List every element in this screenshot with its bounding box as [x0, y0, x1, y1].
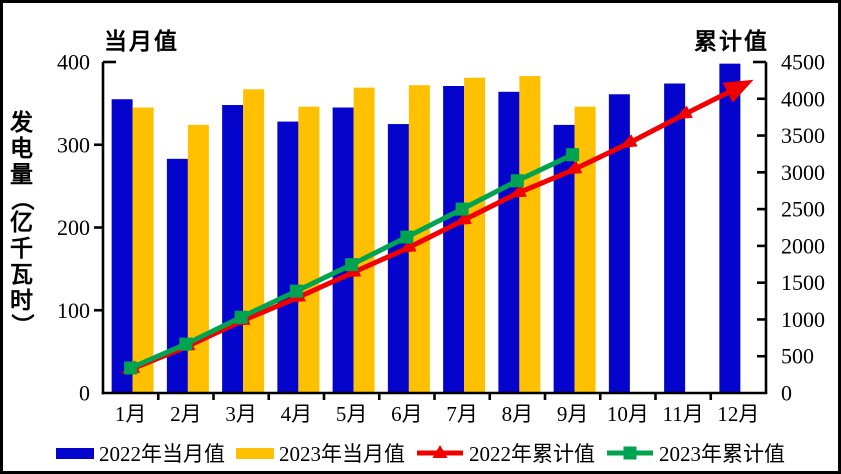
x-axis-month-label: 6月 [391, 402, 423, 426]
legend-item-2023-cumulative: 2023年累计值 [606, 438, 785, 468]
left-axis-title: 当月值 [104, 29, 179, 54]
chart-legend: 2022年当月值 2023年当月值 2022年累计值 2023年累计值 [0, 437, 841, 469]
bar-2022年当月值-6月 [387, 124, 409, 393]
right-axis-tick-label: 0 [781, 381, 792, 406]
square-marker [124, 361, 138, 375]
x-axis-month-label: 8月 [502, 402, 534, 426]
bar-2022年当月值-3月 [222, 105, 244, 393]
x-axis-month-label: 10月 [607, 402, 649, 426]
left-axis-tick-label: 400 [57, 50, 90, 75]
bar-2023年当月值-2月 [187, 124, 209, 393]
bar-2022年当月值-8月 [498, 91, 520, 393]
x-axis-month-label: 12月 [717, 402, 759, 426]
right-axis-tick-label: 3000 [781, 160, 825, 185]
legend-label: 2023年当月值 [279, 442, 405, 466]
left-axis-tick-label: 0 [79, 381, 90, 406]
bar-2022年当月值-2月 [166, 158, 188, 393]
right-axis-title: 累计值 [694, 29, 769, 54]
square-marker [345, 258, 359, 272]
bar-2022年当月值-10月 [608, 94, 630, 394]
bar-2022年当月值-1月 [111, 99, 133, 394]
right-axis-tick-label: 1500 [781, 270, 825, 295]
right-axis-tick-label: 3500 [781, 123, 825, 148]
bar-2023年当月值-7月 [464, 77, 486, 393]
bar-2022年当月值-9月 [553, 124, 575, 393]
right-axis-tick-label: 500 [781, 344, 814, 369]
x-axis-month-label: 5月 [336, 402, 368, 426]
square-marker [179, 337, 193, 351]
right-axis-tick-label: 4500 [781, 50, 825, 75]
left-axis-tick-label: 300 [57, 132, 90, 157]
legend-label: 2023年累计值 [659, 442, 785, 466]
bar-2022年当月值-4月 [277, 121, 299, 393]
legend-item-2022-cumulative: 2022年累计值 [416, 438, 595, 468]
y-axis-label-char: 亿 [10, 210, 33, 235]
y-axis-label-char: 发 [10, 110, 33, 135]
bar-2022年当月值-11月 [664, 83, 686, 393]
legend-item-2023-monthly: 2023年当月值 [236, 438, 405, 468]
triangle-arrow-marker [673, 105, 693, 120]
y-axis-label-char: 瓦 [10, 262, 33, 287]
x-axis-month-label: 3月 [225, 402, 257, 426]
legend-line-square-marker-icon [607, 446, 653, 460]
bar-2023年当月值-1月 [132, 107, 154, 393]
right-axis-tick-label: 4000 [781, 86, 825, 111]
y-axis-label-char: （ [9, 187, 35, 211]
bar-2022年当月值-7月 [443, 85, 465, 393]
triangle-arrow-marker [618, 134, 638, 149]
square-marker [400, 230, 414, 244]
y-axis-label-char: 量 [10, 162, 33, 187]
x-axis-month-label: 2月 [170, 402, 202, 426]
x-axis-month-label: 7月 [446, 402, 478, 426]
square-marker [234, 310, 248, 324]
x-axis-month-label: 9月 [557, 402, 589, 426]
legend-swatch-2022-monthly-bar [56, 447, 94, 459]
square-marker [455, 202, 469, 216]
y-axis-label-char: 电 [10, 136, 33, 161]
square-marker [289, 284, 303, 298]
bar-2023年当月值-9月 [574, 106, 596, 393]
bar-2023年当月值-6月 [408, 85, 430, 394]
legend-label: 2022年当月值 [99, 442, 225, 466]
y-axis-label-char: 千 [10, 236, 33, 261]
x-axis-month-label: 1月 [115, 402, 147, 426]
legend-item-2022-monthly: 2022年当月值 [56, 438, 225, 468]
left-axis-tick-label: 200 [57, 215, 90, 240]
legend-line-triangle-marker-icon [417, 445, 463, 458]
x-axis-month-label: 11月 [663, 402, 704, 426]
square-marker [566, 148, 580, 162]
right-axis-tick-label: 2500 [781, 197, 825, 222]
square-marker [510, 174, 524, 188]
triangle-arrow-marker [722, 79, 754, 103]
y-axis-label-char: ） [9, 313, 35, 337]
bar-2023年当月值-3月 [243, 89, 265, 394]
cumulative-line-2022年累计值 [129, 85, 740, 372]
right-axis-tick-label: 2000 [781, 233, 825, 258]
y-axis-label: 发电量（亿千瓦时） [9, 110, 35, 337]
x-axis-month-label: 4月 [281, 402, 313, 426]
bar-2022年当月值-12月 [719, 63, 741, 393]
triangle-arrow-marker [563, 160, 583, 175]
y-axis-label-char: 时 [10, 288, 33, 313]
bar-2023年当月值-4月 [298, 106, 320, 393]
left-axis-tick-label: 100 [57, 298, 90, 323]
bar-2022年当月值-5月 [332, 107, 354, 393]
right-axis-tick-label: 1000 [781, 307, 825, 332]
triangle-arrow-marker [507, 184, 527, 198]
legend-swatch-2023-monthly-bar [236, 447, 274, 459]
legend-label: 2022年累计值 [469, 442, 595, 466]
bar-2023年当月值-5月 [353, 87, 375, 393]
bar-2023年当月值-8月 [519, 76, 541, 393]
